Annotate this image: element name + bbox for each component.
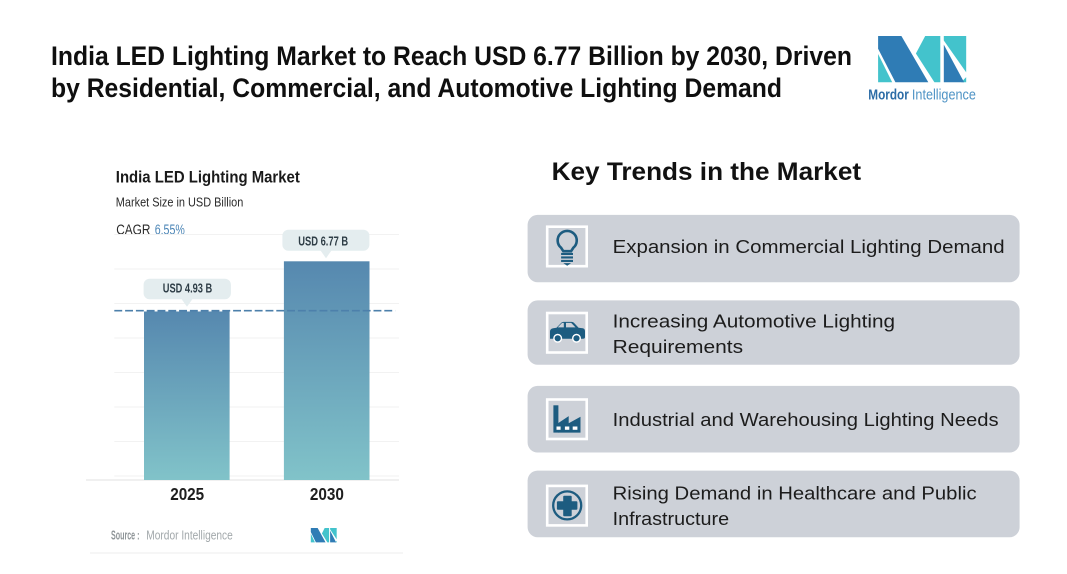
svg-text:Infrastructure: Infrastructure — [613, 508, 730, 529]
svg-text:USD 6.77 B: USD 6.77 B — [298, 235, 348, 249]
svg-text:USD 4.93 B: USD 4.93 B — [163, 282, 213, 296]
svg-text:Source :: Source : — [111, 528, 140, 543]
svg-text:Rising Demand in Healthcare an: Rising Demand in Healthcare and Public — [613, 482, 977, 503]
svg-text:CAGR: CAGR — [116, 222, 150, 239]
svg-text:India LED Lighting Market to R: India LED Lighting Market to Reach USD 6… — [51, 41, 852, 71]
svg-text:Market Size in USD Billion: Market Size in USD Billion — [116, 195, 244, 209]
svg-text:2025: 2025 — [170, 485, 204, 504]
svg-text:Mordor: Mordor — [868, 88, 909, 104]
svg-text:Key Trends in the Market: Key Trends in the Market — [552, 158, 862, 186]
svg-text:2030: 2030 — [310, 485, 344, 504]
svg-text:Expansion in Commercial Lighti: Expansion in Commercial Lighting Demand — [613, 236, 1005, 257]
svg-text:by Residential, Commercial, an: by Residential, Commercial, and Automoti… — [51, 73, 782, 103]
svg-text:6.55%: 6.55% — [155, 222, 185, 239]
svg-text:Increasing Automotive Lighting: Increasing Automotive Lighting — [613, 311, 896, 332]
svg-text:Requirements: Requirements — [613, 336, 744, 357]
svg-text:Intelligence: Intelligence — [912, 88, 976, 104]
svg-text:Mordor Intelligence: Mordor Intelligence — [146, 528, 233, 543]
svg-text:India LED Lighting Market: India LED Lighting Market — [116, 168, 300, 187]
svg-text:Industrial and Warehousing Lig: Industrial and Warehousing Lighting Need… — [613, 409, 999, 430]
